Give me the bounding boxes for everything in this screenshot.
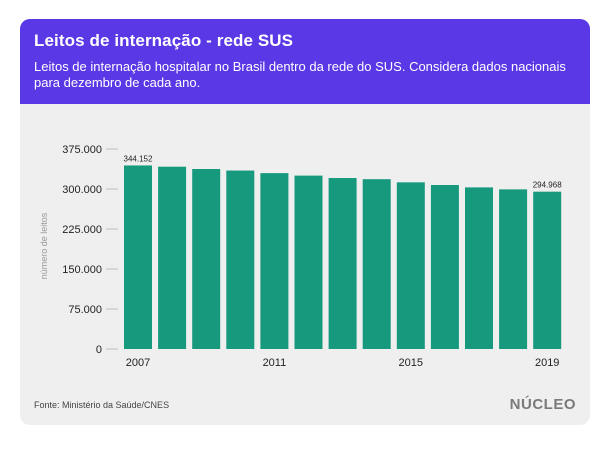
y-tick-label: 300.000 (62, 184, 102, 196)
x-tick-label-2015: 2015 (399, 357, 423, 369)
bar-2009 (192, 169, 221, 349)
bar-2013 (328, 178, 357, 349)
y-tick-label: 150.000 (62, 264, 102, 276)
bar-2018 (499, 189, 528, 349)
bar-2014 (362, 179, 391, 349)
x-tick-label-2011: 2011 (263, 357, 287, 369)
y-tick-label: 0 (96, 344, 102, 356)
bar-2008 (158, 166, 187, 349)
nucleo-logo: NÚCLEO (509, 396, 576, 413)
chart-title: Leitos de internação - rede SUS (34, 31, 294, 50)
chart-header: Leitos de internação - rede SUS Leitos d… (20, 19, 590, 104)
source-note: Fonte: Ministério da Saúde/CNES (34, 400, 170, 410)
y-tick-label: 225.000 (62, 224, 102, 236)
bar-2007 (124, 165, 152, 349)
y-tick-label: 375.000 (62, 144, 102, 156)
data-label-2007: 344.152 (124, 154, 153, 163)
bar-2010 (226, 170, 255, 349)
x-tick-label-2019: 2019 (535, 357, 559, 369)
bar-2011 (260, 173, 289, 349)
y-tick-label: 75.000 (68, 304, 102, 316)
x-tick-label-2007: 2007 (126, 357, 150, 369)
bar-chart: número de leitos 0 75.000 150.000 225.000 30… (39, 144, 562, 369)
chart-subtitle: Leitos de internação hospitalar no Brasi… (34, 59, 566, 90)
bar-2012 (294, 175, 323, 349)
chart-card: Leitos de internação - rede SUS Leitos d… (20, 19, 590, 425)
bar-2015 (396, 182, 425, 349)
bar-2017 (465, 187, 493, 349)
bar-2016 (430, 185, 459, 349)
data-label-2019: 294.968 (533, 181, 562, 190)
bar-2019 (533, 191, 562, 349)
y-axis-label: número de leitos (39, 212, 49, 279)
